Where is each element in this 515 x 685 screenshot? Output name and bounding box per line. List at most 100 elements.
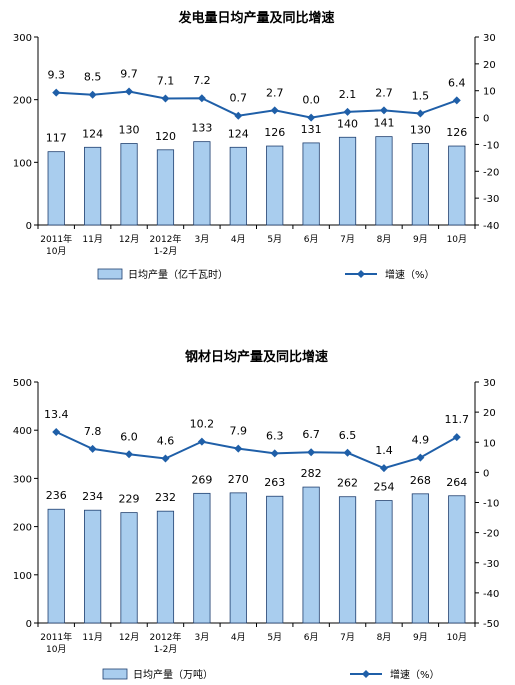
chart1-category-label-line: 7月: [340, 234, 355, 245]
chart2-category-label: 12月: [119, 632, 139, 643]
chart2-bar: [229, 492, 247, 624]
chart1-bar-value-label: 130: [119, 124, 140, 137]
chart2-growth-point: [161, 454, 170, 463]
chart2-category-label-line: 2011年: [40, 631, 72, 643]
chart2-right-tick-label: -40: [483, 589, 499, 600]
chart2-category-label-line: 1-2月: [154, 644, 178, 655]
chart1-bar: [47, 151, 65, 226]
chart1-bar-value-label: 130: [410, 124, 431, 137]
chart2-category-label: 6月: [304, 632, 319, 643]
chart1-growth-point: [270, 106, 279, 115]
chart1-bar: [84, 146, 102, 226]
chart1-growth-value-label: 0.7: [230, 92, 248, 105]
chart1-bar: [193, 141, 211, 226]
chart2-category-label: 3月: [195, 632, 210, 643]
chart2-growth-point: [197, 437, 206, 446]
chart1-category-label: 2012年 1-2月: [150, 233, 182, 257]
chart1-growth-point: [307, 113, 316, 122]
chart2-category-label-line: 3月: [195, 632, 210, 643]
chart1-right-tick-label: 0: [483, 114, 489, 125]
chart1-bar-value-label: 141: [373, 117, 394, 130]
chart2-category-label-line: 2012年: [150, 631, 182, 643]
chart1-bar: [266, 145, 284, 226]
chart2-bar-value-label: 254: [373, 481, 394, 494]
chart1-right-tick-label: 20: [483, 60, 496, 71]
chart1-growth-point: [452, 96, 461, 105]
chart1-growth-value-label: 2.7: [266, 86, 284, 99]
chart2-category-label: 10月: [447, 632, 467, 643]
chart1-category-label-line: 12月: [119, 234, 139, 245]
chart2-bar: [193, 492, 211, 624]
chart2-bar: [47, 508, 65, 624]
chart1-bar: [411, 143, 429, 226]
chart2-bar-value-label: 232: [155, 491, 176, 504]
chart2-bar-value-label: 263: [264, 476, 285, 489]
chart1-legend-bar-swatch: [97, 268, 123, 280]
chart1-bar: [120, 143, 138, 226]
chart1-growth-value-label: 6.4: [448, 76, 466, 89]
chart1-bar: [375, 136, 393, 226]
chart2-category-label-line: 7月: [340, 632, 355, 643]
chart2-bar-value-label: 236: [46, 489, 67, 502]
chart1-right-tick-label: 30: [483, 33, 496, 44]
chart2-bar: [375, 500, 393, 624]
chart2-growth-value-label: 6.0: [120, 430, 138, 443]
chart1-growth-value-label: 1.5: [412, 90, 430, 103]
chart1-growth-value-label: 2.7: [375, 86, 393, 99]
chart2-growth-line: [55, 431, 458, 470]
chart2-growth-value-label: 1.4: [375, 444, 393, 457]
chart1-category-label: 10月: [447, 234, 467, 245]
chart1-bar: [302, 142, 320, 226]
chart1-category-label-line: 2011年: [40, 233, 72, 245]
chart1-left-tick-label: 200: [13, 96, 32, 107]
chart1-growth-point: [416, 109, 425, 118]
chart2-category-label-line: 8月: [377, 632, 392, 643]
chart1-bar-value-label: 131: [301, 123, 322, 136]
chart2-growth-point: [234, 444, 243, 453]
chart1-category-label-line: 11月: [82, 234, 102, 245]
chart1-growth-value-label: 7.1: [157, 75, 175, 88]
chart1-growth-point: [379, 106, 388, 115]
chart2-growth-value-label: 4.6: [157, 435, 175, 448]
chart1-bar: [229, 146, 247, 226]
chart1-bar-value-label: 120: [155, 130, 176, 143]
chart2-category-label: 7月: [340, 632, 355, 643]
chart1-category-label: 6月: [304, 234, 319, 245]
chart2-growth-point: [52, 428, 61, 437]
chart2-bar-value-label: 269: [191, 473, 212, 486]
chart1-growth-point: [343, 107, 352, 116]
chart1-growth-point: [161, 94, 170, 103]
chart2-growth-value-label: 6.3: [266, 429, 284, 442]
chart1-bar-value-label: 117: [46, 132, 67, 145]
chart2-right-tick-label: -50: [483, 619, 499, 630]
chart2-right-tick-label: 10: [483, 438, 496, 449]
chart1-bar-value-label: 133: [191, 122, 212, 135]
chart1-category-label-line: 10月: [447, 234, 467, 245]
chart1-right-tick-label: -30: [483, 194, 499, 205]
chart1-category-label: 2011年 10月: [40, 233, 72, 257]
chart1-title: 发电量日均产量及同比增速: [177, 10, 334, 26]
chart1-legend-line-label: 增速（%）: [385, 268, 435, 281]
chart2-category-label: 2012年 1-2月: [150, 631, 182, 655]
chart2-bar: [302, 486, 320, 624]
chart2-category-label-line: 10月: [447, 632, 467, 643]
chart1-right-tick-label: -40: [483, 221, 499, 232]
chart2-left-tick-label: 400: [13, 426, 32, 437]
chart2-bar: [120, 512, 138, 624]
chart2-category-label-line: 5月: [267, 632, 282, 643]
chart1-category-label-line: 1-2月: [154, 246, 178, 257]
chart2-growth-value-label: 4.9: [412, 434, 430, 447]
chart2-category-label-line: 12月: [119, 632, 139, 643]
chart2-legend-line-label: 增速（%）: [390, 668, 440, 681]
chart2-growth-value-label: 6.7: [302, 428, 320, 441]
chart1-category-label: 4月: [231, 234, 246, 245]
chart2-bar-value-label: 282: [301, 467, 322, 480]
chart2-category-label: 11月: [82, 632, 102, 643]
chart2-category-label-line: 11月: [82, 632, 102, 643]
chart2-bar-value-label: 268: [410, 474, 431, 487]
chart1-left-tick-label: 300: [13, 33, 32, 44]
chart1-growth-value-label: 0.0: [302, 94, 320, 107]
chart2-category-label: 9月: [413, 632, 428, 643]
chart2-bar: [338, 496, 357, 624]
